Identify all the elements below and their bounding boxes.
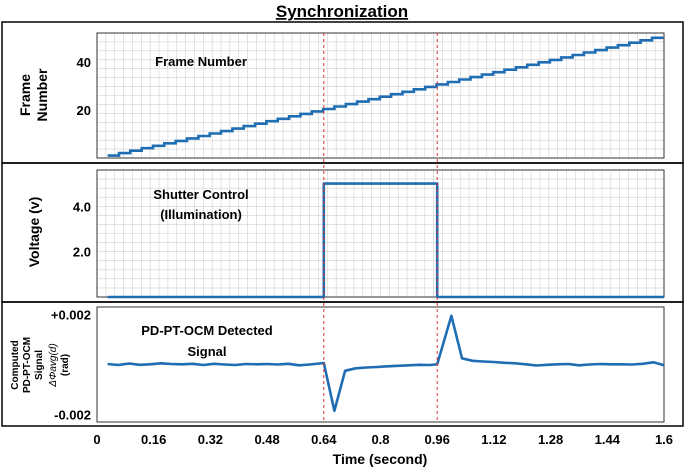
series-shutter-control xyxy=(107,182,664,299)
y-tick-label: -0.002 xyxy=(54,408,91,423)
x-tick-label: 0 xyxy=(93,432,100,447)
x-tick-label: 0.96 xyxy=(425,432,450,447)
annotation-shutter-line2: (Illumination) xyxy=(160,207,242,222)
ylabel-shutter: Voltage (v) xyxy=(26,197,42,268)
x-tick-label: 1.6 xyxy=(655,432,673,447)
axes-frame xyxy=(96,32,665,159)
y-tick-label: 2.0 xyxy=(73,245,91,260)
axes-shutter xyxy=(96,169,665,298)
x-tick-label: 1.44 xyxy=(595,432,621,447)
ylabel-frame-line1: Frame xyxy=(17,74,33,116)
x-tick-label: 1.12 xyxy=(481,432,506,447)
panel-frame-border xyxy=(1,21,684,164)
series-detected-signal xyxy=(107,314,665,413)
ylabel-signal-line1: Computed xyxy=(10,340,21,389)
y-tick-labels: 20 40 2.0 4.0 +0.002 -0.002 xyxy=(51,55,91,423)
x-tick-label: 0.64 xyxy=(311,432,337,447)
y-tick-label: 4.0 xyxy=(73,199,91,214)
figure-title: Synchronization xyxy=(276,2,408,21)
x-tick-label: 1.28 xyxy=(538,432,563,447)
x-tick-label: 0.8 xyxy=(371,432,389,447)
x-axis-label: Time (second) xyxy=(333,451,428,467)
y-tick-label: 20 xyxy=(77,103,91,118)
annotation-signal-line2: Signal xyxy=(187,344,226,359)
annotation-shutter-line1: Shutter Control xyxy=(153,187,248,202)
ylabel-frame-line2: Number xyxy=(34,68,50,121)
ylabel-signal-line5: (rad) xyxy=(60,354,71,376)
ylabel-signal-line3: Signal xyxy=(34,350,45,380)
y-tick-label: 40 xyxy=(77,55,91,70)
series-frame-number xyxy=(107,36,664,157)
grid-frame xyxy=(97,33,664,158)
annotation-frame-number: Frame Number xyxy=(155,54,247,69)
timing-markers xyxy=(323,33,438,422)
x-tick-label: 0.48 xyxy=(254,432,279,447)
grid-shutter xyxy=(97,170,664,297)
panel-signal-border xyxy=(1,301,684,427)
x-tick-labels: 0 0.16 0.32 0.48 0.64 0.8 0.96 1.12 1.28 1.44 1.6 xyxy=(93,432,673,447)
x-tick-label: 0.32 xyxy=(198,432,223,447)
annotation-signal-line1: PD-PT-OCM Detected xyxy=(141,323,273,338)
y-tick-label: +0.002 xyxy=(51,308,91,323)
x-tick-label: 0.16 xyxy=(141,432,166,447)
ylabel-signal-line4: ΔΦavg(d) xyxy=(48,343,59,387)
ylabel-signal-line2: PD-PT-OCM xyxy=(22,337,33,393)
